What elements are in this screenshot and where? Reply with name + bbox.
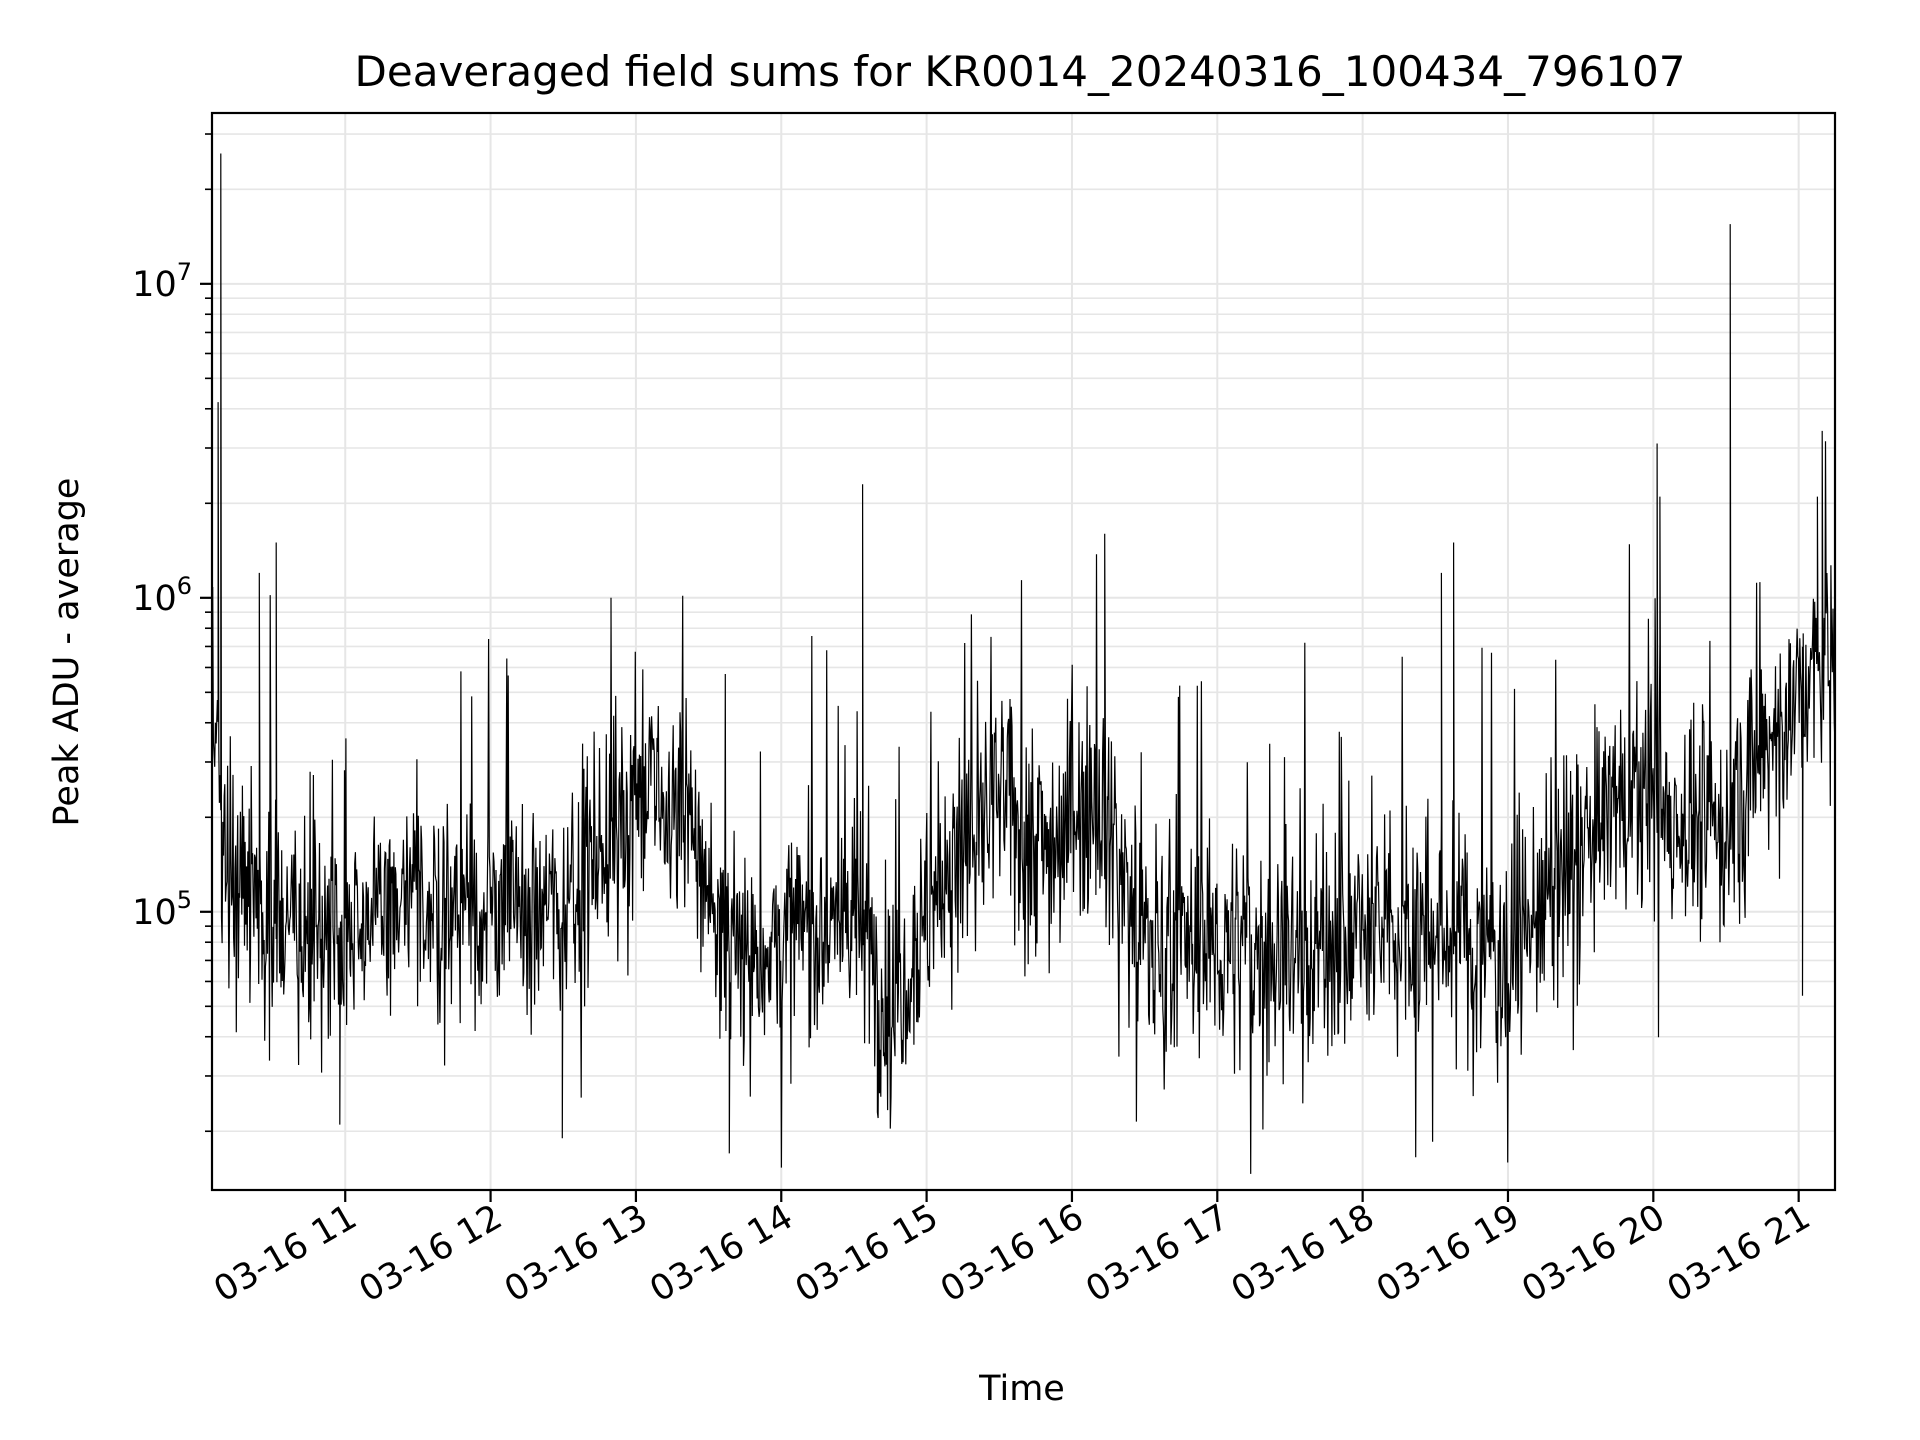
y-tick-label: 105: [132, 886, 192, 933]
series-line: [212, 153, 1835, 1174]
grid: [212, 113, 1835, 1190]
series-layer: [212, 153, 1835, 1174]
x-axis-label: Time: [978, 1369, 1065, 1409]
y-axis-label: Peak ADU - average: [47, 478, 87, 827]
y-tick-label: 107: [132, 258, 192, 305]
plot-frame: [210, 111, 1837, 1192]
chart-title: Deaveraged field sums for KR0014_2024031…: [355, 47, 1686, 96]
y-tick-label: 106: [132, 572, 192, 619]
y-axis: 105 106 107: [132, 133, 212, 1133]
